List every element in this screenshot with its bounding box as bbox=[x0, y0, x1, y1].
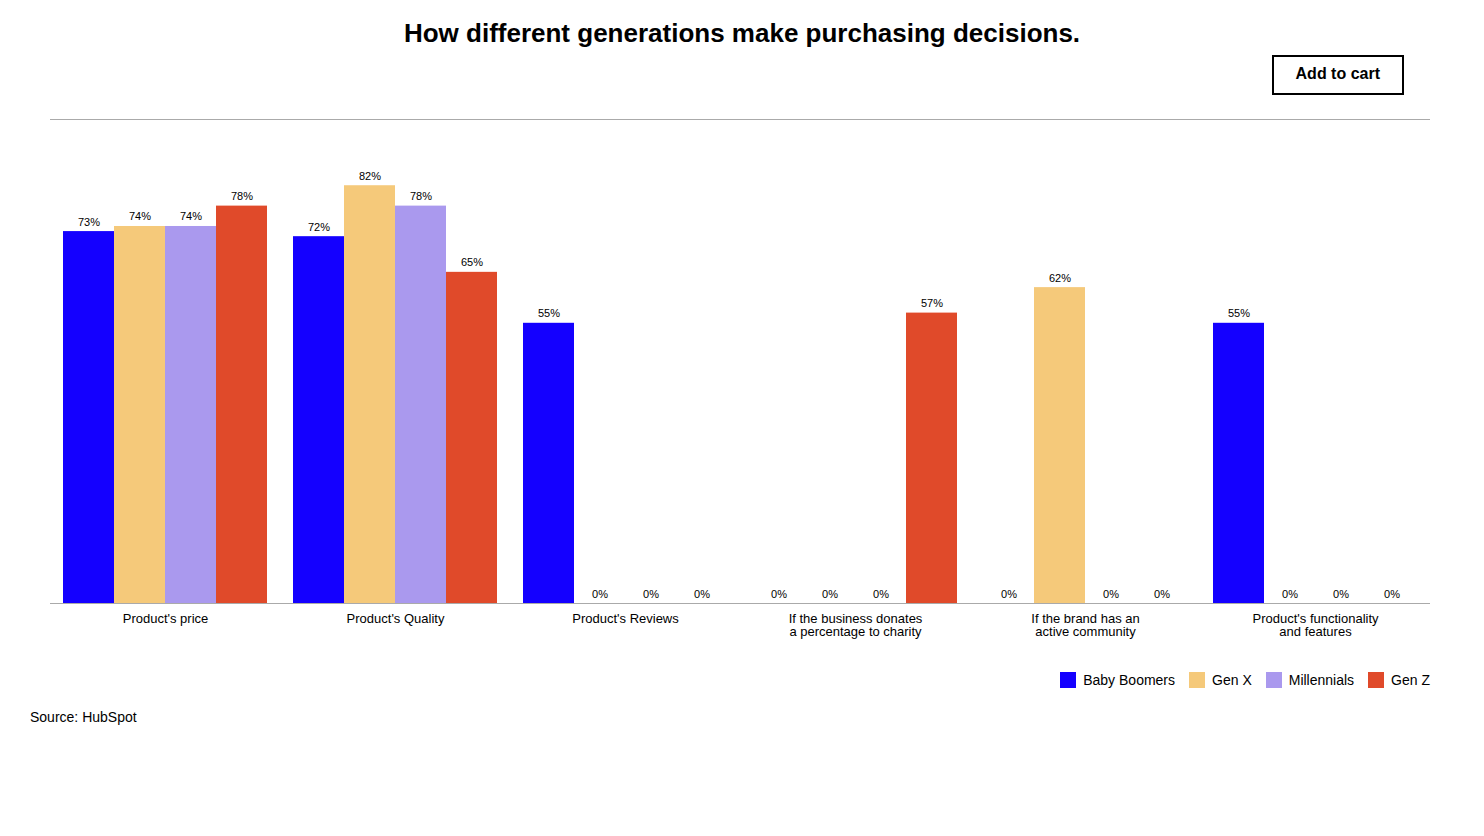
svg-text:55%: 55% bbox=[1228, 307, 1250, 319]
svg-text:0%: 0% bbox=[1333, 588, 1349, 600]
svg-text:0%: 0% bbox=[1154, 588, 1170, 600]
svg-text:0%: 0% bbox=[822, 588, 838, 600]
svg-text:Product's Quality: Product's Quality bbox=[347, 611, 445, 626]
svg-text:62%: 62% bbox=[1049, 272, 1071, 284]
svg-text:0%: 0% bbox=[694, 588, 710, 600]
html-text:Gen Z: Gen Z bbox=[1391, 671, 1430, 688]
svg-text:78%: 78% bbox=[410, 190, 432, 202]
svg-text:65%: 65% bbox=[461, 256, 483, 268]
svg-text:72%: 72% bbox=[308, 221, 330, 233]
svg-text:If the business donatesa perce: If the business donatesa percentage to c… bbox=[789, 611, 923, 639]
svg-text:73%: 73% bbox=[78, 216, 100, 228]
svg-text:74%: 74% bbox=[129, 210, 151, 222]
svg-text:78%: 78% bbox=[231, 190, 253, 202]
svg-text:0%: 0% bbox=[643, 588, 659, 600]
svg-text:Product's functionalityand fea: Product's functionalityand features bbox=[1252, 611, 1379, 639]
svg-text:If the brand has anactive comm: If the brand has anactive community bbox=[1031, 611, 1139, 639]
svg-text:0%: 0% bbox=[1384, 588, 1400, 600]
svg-text:57%: 57% bbox=[921, 297, 943, 309]
svg-text:0%: 0% bbox=[771, 588, 787, 600]
svg-text:82%: 82% bbox=[359, 170, 381, 182]
svg-text:0%: 0% bbox=[1001, 588, 1017, 600]
svg-text:55%: 55% bbox=[538, 307, 560, 319]
svg-text:Product's Reviews: Product's Reviews bbox=[572, 611, 679, 626]
svg-text:0%: 0% bbox=[873, 588, 889, 600]
html-text:Source: HubSpot: Source: HubSpot bbox=[30, 709, 137, 725]
svg-text:0%: 0% bbox=[1103, 588, 1119, 600]
html-text:Add to cart: Add to cart bbox=[1295, 65, 1380, 82]
html-text:How different generations make: How different generations make purchasin… bbox=[403, 18, 1081, 48]
html-text:Baby Boomers: Baby Boomers bbox=[1083, 671, 1175, 688]
svg-text:Product's price: Product's price bbox=[123, 611, 209, 626]
svg-text:0%: 0% bbox=[592, 588, 608, 600]
html-text:Gen X: Gen X bbox=[1212, 671, 1252, 688]
html-text:Millennials: Millennials bbox=[1288, 671, 1355, 688]
svg-text:74%: 74% bbox=[180, 210, 202, 222]
svg-text:0%: 0% bbox=[1282, 588, 1298, 600]
